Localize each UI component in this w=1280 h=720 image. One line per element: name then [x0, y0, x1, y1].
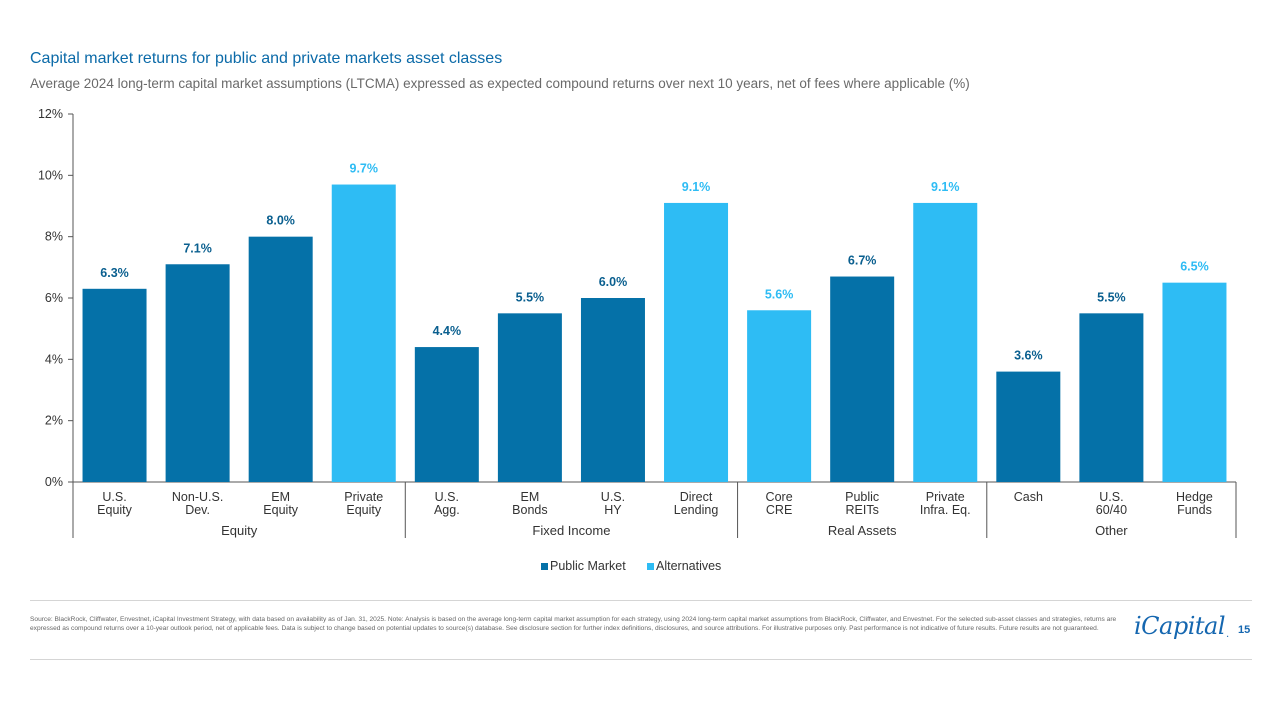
data-label: 9.1% [682, 180, 711, 194]
category-label: EM [521, 490, 540, 504]
category-label: Private [926, 490, 965, 504]
legend-label: Alternatives [656, 559, 721, 573]
category-label: Equity [263, 503, 298, 517]
data-label: 9.7% [350, 162, 379, 176]
bar [165, 264, 230, 482]
bar [82, 288, 147, 482]
category-label: Direct [680, 490, 713, 504]
category-label: Public [845, 490, 879, 504]
category-label: Non-U.S. [172, 490, 223, 504]
chart-subtitle: Average 2024 long-term capital market as… [30, 76, 970, 91]
bar [1162, 282, 1227, 482]
page-number: 15 [1238, 624, 1251, 636]
data-label: 4.4% [433, 324, 462, 338]
data-label: 8.0% [266, 214, 295, 228]
category-label: Lending [674, 503, 719, 517]
y-tick-label: 10% [38, 168, 63, 182]
category-label: Hedge [1176, 490, 1213, 504]
data-label: 6.5% [1180, 260, 1209, 274]
bar [996, 371, 1061, 482]
category-label: U.S. [601, 490, 625, 504]
footer-divider-bottom [30, 659, 1252, 660]
legend-swatch [541, 563, 548, 570]
category-label: Bonds [512, 503, 547, 517]
y-tick-label: 8% [45, 230, 63, 244]
y-tick-label: 6% [45, 291, 63, 305]
group-label: Real Assets [828, 523, 897, 538]
category-label: REITs [846, 503, 879, 517]
bar [414, 347, 479, 482]
bar [497, 313, 562, 482]
y-tick-label: 12% [38, 107, 63, 121]
legend-label: Public Market [550, 559, 626, 573]
category-label: U.S. [435, 490, 459, 504]
category-label: Core [766, 490, 793, 504]
source-note: Source: BlackRock, Cliffwater, Envestnet… [30, 616, 1117, 632]
data-label: 7.1% [183, 241, 212, 255]
y-tick-label: 2% [45, 414, 63, 428]
footer-divider-top [30, 600, 1252, 601]
category-label: Agg. [434, 503, 460, 517]
data-label: 6.0% [599, 275, 628, 289]
chart-title: Capital market returns for public and pr… [30, 50, 503, 67]
bar [1079, 313, 1144, 482]
data-label: 3.6% [1014, 349, 1043, 363]
category-label: Equity [97, 503, 132, 517]
bar [580, 298, 645, 482]
bar [331, 184, 396, 483]
category-label: Private [344, 490, 383, 504]
icapital-logo: iCapital. [1134, 612, 1229, 640]
data-label: 9.1% [931, 180, 960, 194]
group-label: Other [1095, 523, 1128, 538]
bar [830, 276, 895, 482]
bar-chart: 0%2%4%6%8%10%12%6.3%U.S.Equity7.1%Non-U.… [38, 107, 1237, 573]
data-label: 5.5% [516, 290, 545, 304]
legend-swatch [647, 563, 654, 570]
category-label: Cash [1014, 490, 1043, 504]
data-label: 5.5% [1097, 290, 1126, 304]
logo-text: iCapital [1134, 612, 1226, 640]
y-tick-label: 4% [45, 352, 63, 366]
y-tick-label: 0% [45, 475, 63, 489]
data-label: 6.3% [100, 266, 129, 280]
bar [248, 236, 313, 482]
category-label: CRE [766, 503, 792, 517]
category-label: EM [271, 490, 290, 504]
category-label: U.S. [1099, 490, 1123, 504]
bar [747, 310, 812, 482]
category-label: Dev. [185, 503, 210, 517]
category-label: HY [604, 503, 622, 517]
bar [913, 202, 978, 482]
group-label: Fixed Income [532, 523, 610, 538]
data-label: 6.7% [848, 254, 877, 268]
category-label: 60/40 [1096, 503, 1127, 517]
category-label: Equity [346, 503, 381, 517]
category-label: Funds [1177, 503, 1212, 517]
group-label: Equity [221, 523, 258, 538]
data-label: 5.6% [765, 287, 794, 301]
bar [664, 202, 729, 482]
category-label: U.S. [102, 490, 126, 504]
category-label: Infra. Eq. [920, 503, 971, 517]
